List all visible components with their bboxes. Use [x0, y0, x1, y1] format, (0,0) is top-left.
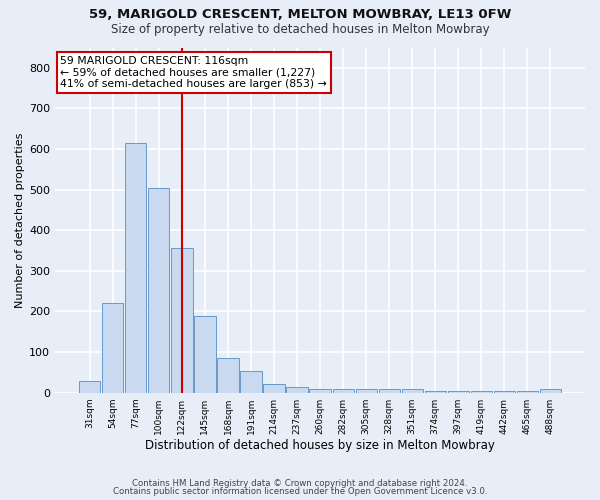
Bar — [332, 390, 353, 392]
Bar — [286, 387, 308, 392]
Bar — [172, 248, 193, 392]
Bar — [401, 390, 423, 392]
Bar — [217, 358, 239, 392]
Text: Contains HM Land Registry data © Crown copyright and database right 2024.: Contains HM Land Registry data © Crown c… — [132, 478, 468, 488]
Bar — [194, 316, 215, 392]
Bar — [448, 390, 469, 392]
Text: 59, MARIGOLD CRESCENT, MELTON MOWBRAY, LE13 0FW: 59, MARIGOLD CRESCENT, MELTON MOWBRAY, L… — [89, 8, 511, 20]
Bar — [540, 390, 561, 392]
Text: Size of property relative to detached houses in Melton Mowbray: Size of property relative to detached ho… — [110, 22, 490, 36]
Bar — [425, 390, 446, 392]
Bar — [310, 390, 331, 392]
Bar — [148, 188, 169, 392]
Bar — [517, 390, 538, 392]
Bar — [356, 390, 377, 392]
Text: Contains public sector information licensed under the Open Government Licence v3: Contains public sector information licen… — [113, 487, 487, 496]
Text: 59 MARIGOLD CRESCENT: 116sqm
← 59% of detached houses are smaller (1,227)
41% of: 59 MARIGOLD CRESCENT: 116sqm ← 59% of de… — [61, 56, 327, 90]
Bar — [494, 390, 515, 392]
Bar — [125, 143, 146, 392]
Y-axis label: Number of detached properties: Number of detached properties — [15, 132, 25, 308]
X-axis label: Distribution of detached houses by size in Melton Mowbray: Distribution of detached houses by size … — [145, 440, 495, 452]
Bar — [379, 390, 400, 392]
Bar — [470, 390, 492, 392]
Bar — [241, 371, 262, 392]
Bar — [263, 384, 284, 392]
Bar — [79, 380, 100, 392]
Bar — [102, 304, 124, 392]
